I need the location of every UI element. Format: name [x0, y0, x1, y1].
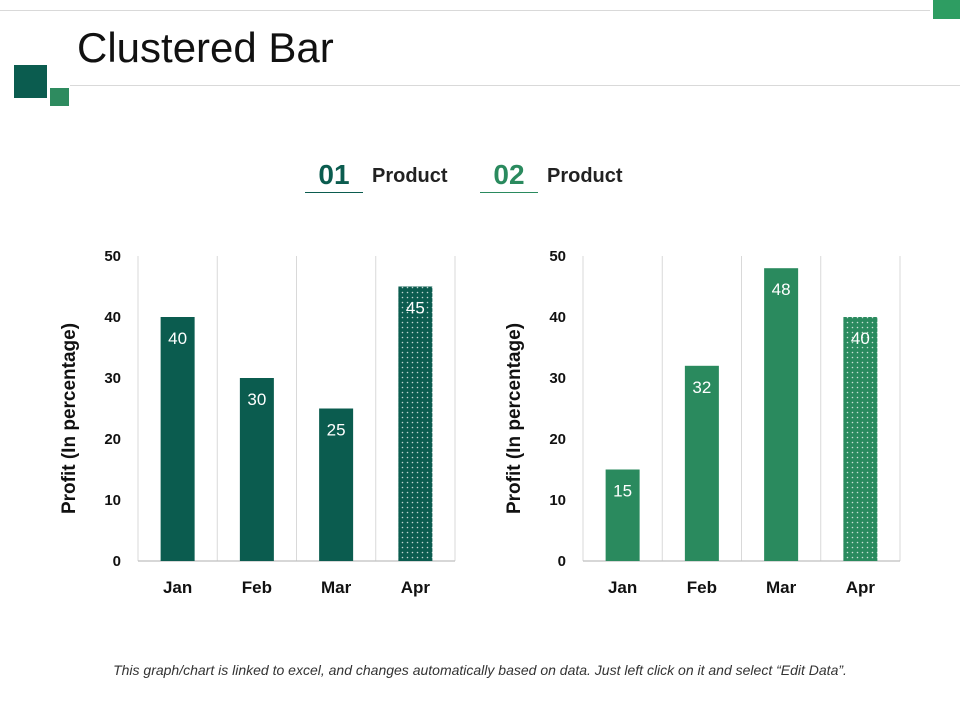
y-tick-label: 30 [549, 370, 566, 387]
legend-number-2: 02 [480, 158, 538, 193]
y-tick-label: 0 [558, 553, 566, 570]
data-label: 40 [851, 329, 870, 348]
x-tick-label: Feb [687, 578, 717, 597]
x-tick-label: Jan [608, 578, 637, 597]
y-tick-label: 10 [549, 492, 566, 509]
y-axis-title: Profit (In percentage) [504, 323, 525, 514]
data-label: 25 [327, 421, 346, 440]
y-tick-label: 50 [549, 248, 566, 265]
data-label: 30 [247, 390, 266, 409]
bar-mar [319, 408, 354, 561]
bar-apr [843, 317, 878, 561]
chart-svg: 0 10 20 30 40 50 Profit (In percentage) 40 Jan 30… [59, 248, 456, 597]
footnote: This graph/chart is linked to excel, and… [113, 662, 847, 678]
x-tick-label: Jan [163, 578, 192, 597]
y-tick-label: 0 [113, 553, 121, 570]
x-tick-label: Mar [766, 578, 797, 597]
data-label: 15 [613, 482, 632, 501]
top-rule [0, 10, 930, 11]
legend-label-1: Product [372, 165, 448, 187]
y-tick-label: 50 [104, 248, 121, 265]
legend: 01 Product 02 Product [305, 158, 645, 194]
corner-accent-square [933, 0, 960, 19]
bar-mar [764, 268, 799, 561]
data-label: 45 [406, 299, 425, 318]
legend-number-1: 01 [305, 158, 363, 193]
bar-feb [684, 365, 719, 561]
y-tick-label: 10 [104, 492, 121, 509]
title-accent-square-small [50, 88, 69, 106]
page-title: Clustered Bar [77, 24, 334, 71]
data-label: 32 [692, 378, 711, 397]
x-tick-label: Apr [401, 578, 431, 597]
title-rule [70, 85, 960, 86]
bar-jan [605, 469, 640, 561]
y-axis-title: Profit (In percentage) [59, 323, 80, 514]
chart-product-02: 0 10 20 30 40 50 Profit (In percentage) 15 Jan 32… [495, 235, 935, 615]
y-tick-label: 40 [549, 309, 566, 326]
y-tick-label: 40 [104, 309, 121, 326]
y-tick-label: 20 [549, 431, 566, 448]
data-label: 48 [772, 280, 791, 299]
x-tick-label: Mar [321, 578, 352, 597]
title-accent-square-large [14, 65, 47, 98]
data-label: 40 [168, 329, 187, 348]
bar-apr [398, 286, 433, 561]
x-tick-label: Apr [846, 578, 876, 597]
x-tick-label: Feb [242, 578, 272, 597]
y-tick-label: 20 [104, 431, 121, 448]
bar-jan [160, 317, 195, 561]
y-tick-label: 30 [104, 370, 121, 387]
chart-product-01: 0 10 20 30 40 50 Profit (In percentage) 40 Jan 30… [50, 235, 490, 615]
legend-label-2: Product [547, 165, 623, 187]
bar-feb [239, 378, 274, 561]
chart-svg: 0 10 20 30 40 50 Profit (In percentage) 15 Jan 32… [504, 248, 901, 597]
